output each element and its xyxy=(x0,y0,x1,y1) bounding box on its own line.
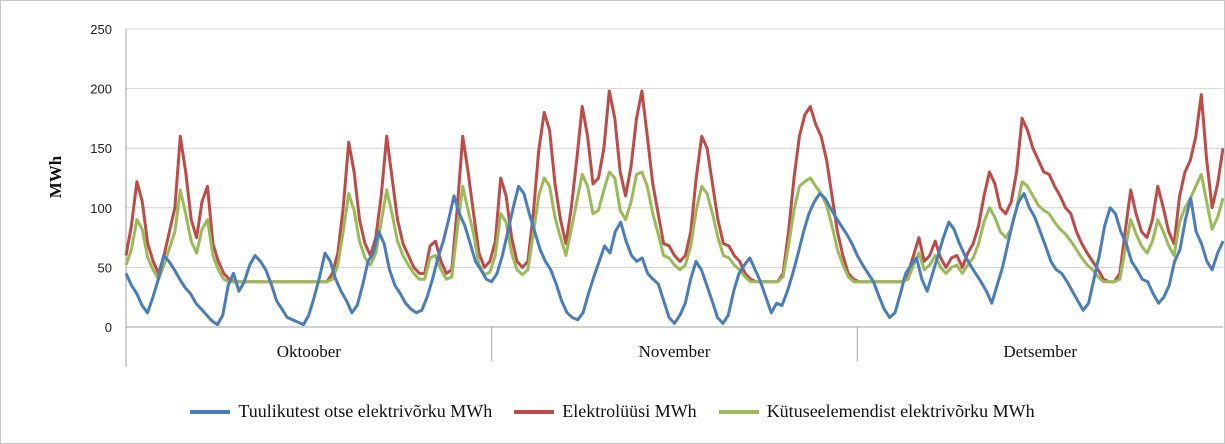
legend-label-electrolysis: Elektrolüüsi MWh xyxy=(562,401,697,421)
legend-item-fuel-cell: Kütuseelemendist elektrivõrku MWh xyxy=(718,401,1035,422)
x-tick-label-month: Detsember xyxy=(1003,342,1077,361)
y-axis-title: MWh xyxy=(46,155,65,198)
x-tick-label-month: November xyxy=(639,342,711,361)
y-tick-label-0: 0 xyxy=(105,320,112,335)
y-tick-label-50: 50 xyxy=(98,260,112,275)
y-tick-label-250: 250 xyxy=(90,22,112,37)
legend-label-fuel-cell: Kütuseelemendist elektrivõrku MWh xyxy=(766,401,1035,421)
legend-item-electrolysis: Elektrolüüsi MWh xyxy=(514,401,697,422)
series-line-fuel-cell xyxy=(124,170,1224,284)
series-line-wind xyxy=(124,184,1224,327)
legend-item-wind: Tuulikutest otse elektrivõrku MWh xyxy=(190,401,492,422)
legend-swatch-electrolysis xyxy=(514,409,555,414)
series-lines xyxy=(124,89,1224,327)
legend-swatch-fuel-cell xyxy=(718,409,759,414)
legend-swatch-wind xyxy=(190,409,231,414)
axes: 0 50 100 150 200 250 Oktoober November Detsember xyxy=(90,22,1223,367)
y-tick-label-100: 100 xyxy=(90,201,112,216)
legend: Tuulikutest otse elektrivõrku MWh Elektr… xyxy=(1,401,1224,422)
y-tick-label-150: 150 xyxy=(90,141,112,156)
legend-label-wind: Tuulikutest otse elektrivõrku MWh xyxy=(238,401,493,421)
y-tick-label-200: 200 xyxy=(90,82,112,97)
series-line-electrolysis xyxy=(124,89,1224,284)
x-tick-label-month: Oktoober xyxy=(277,342,342,361)
